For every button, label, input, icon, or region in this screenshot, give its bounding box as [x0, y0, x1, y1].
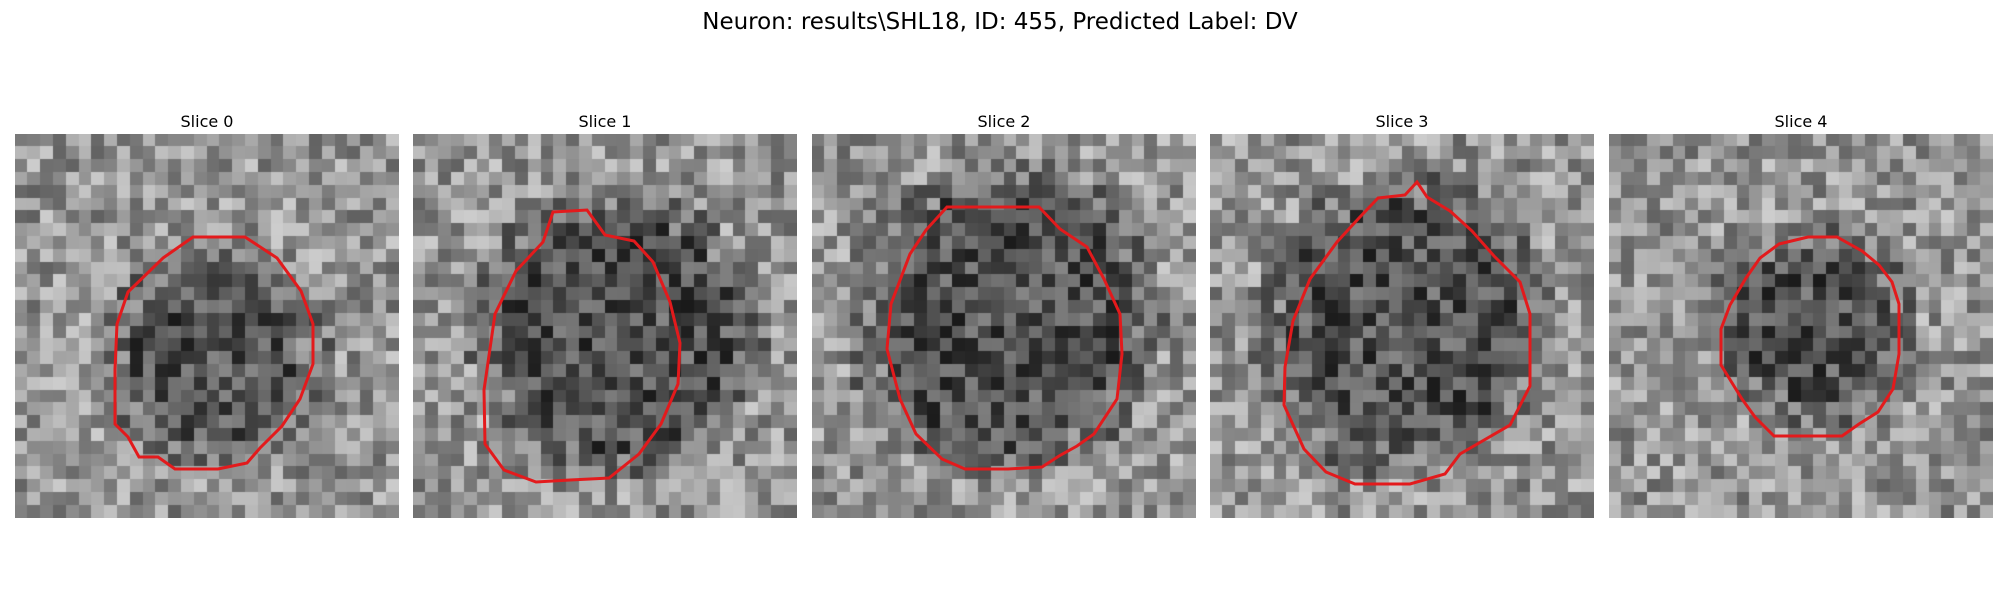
slice-image	[1609, 134, 1993, 518]
slice-title: Slice 1	[578, 112, 632, 131]
neuron-contour	[1719, 235, 1901, 438]
contour-outline	[1282, 179, 1532, 486]
neuron-contour	[885, 205, 1124, 471]
slice-image	[15, 134, 399, 518]
slice-panel-3: Slice 3	[1210, 110, 1594, 518]
contour-outline	[885, 205, 1124, 471]
figure-title: Neuron: results\SHL18, ID: 455, Predicte…	[702, 9, 1298, 35]
neuron-contour	[1282, 179, 1532, 486]
neuron-contour	[113, 235, 315, 471]
contour-outline	[482, 208, 682, 484]
contour-outline	[1719, 235, 1901, 438]
neuron-contour	[482, 208, 682, 484]
slice-panel-4: Slice 4	[1609, 110, 1993, 518]
slice-image	[812, 134, 1196, 518]
slice-panel-1: Slice 1	[413, 110, 797, 518]
slice-title: Slice 0	[180, 112, 234, 131]
slice-panel-2: Slice 2	[812, 110, 1196, 518]
slice-title: Slice 3	[1375, 112, 1429, 131]
slice-title: Slice 4	[1774, 112, 1828, 131]
slice-image	[413, 134, 797, 518]
slice-panel-0: Slice 0	[15, 110, 399, 518]
contour-outline	[113, 235, 315, 471]
slice-title: Slice 2	[977, 112, 1031, 131]
